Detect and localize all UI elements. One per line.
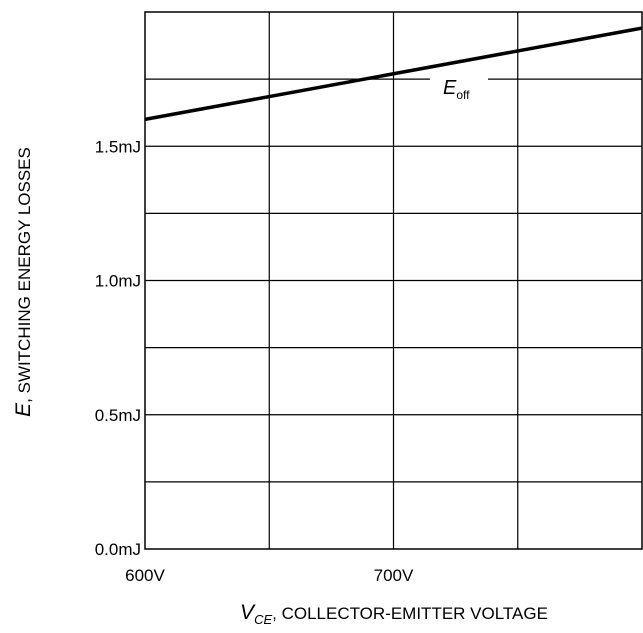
- series-label-sub: off: [456, 88, 470, 102]
- grid-layer: [145, 12, 642, 549]
- x-axis-symbol: V: [240, 601, 256, 624]
- y-axis-symbol: E: [12, 402, 35, 417]
- x-axis-text: , COLLECTOR-EMITTER VOLTAGE: [272, 604, 548, 623]
- y-tick-label: 1.0mJ: [95, 272, 141, 291]
- series-label-background: [430, 70, 488, 100]
- y-tick-label: 0.5mJ: [95, 406, 141, 425]
- x-axis-subscript: CE: [254, 612, 272, 627]
- x-tick-labels: 600V 700V: [125, 566, 414, 585]
- series-label-main: E: [443, 77, 457, 99]
- plot-frame: [144, 11, 643, 550]
- x-tick-label: 700V: [374, 566, 414, 585]
- series-layer: [144, 26, 643, 122]
- x-tick-label: 600V: [125, 566, 165, 585]
- y-axis-title: E, SWITCHING ENERGY LOSSES: [12, 147, 35, 417]
- series-label-e-off: Eoff: [443, 77, 470, 102]
- y-tick-label: 0.0mJ: [95, 540, 141, 559]
- y-tick-labels: 0.0mJ 0.5mJ 1.0mJ 1.5mJ: [95, 137, 141, 559]
- y-tick-label: 1.5mJ: [95, 137, 141, 156]
- x-axis-title: VCE, COLLECTOR-EMITTER VOLTAGE: [240, 601, 548, 627]
- y-axis-text: , SWITCHING ENERGY LOSSES: [15, 147, 34, 403]
- series-line-e-off: [144, 26, 643, 122]
